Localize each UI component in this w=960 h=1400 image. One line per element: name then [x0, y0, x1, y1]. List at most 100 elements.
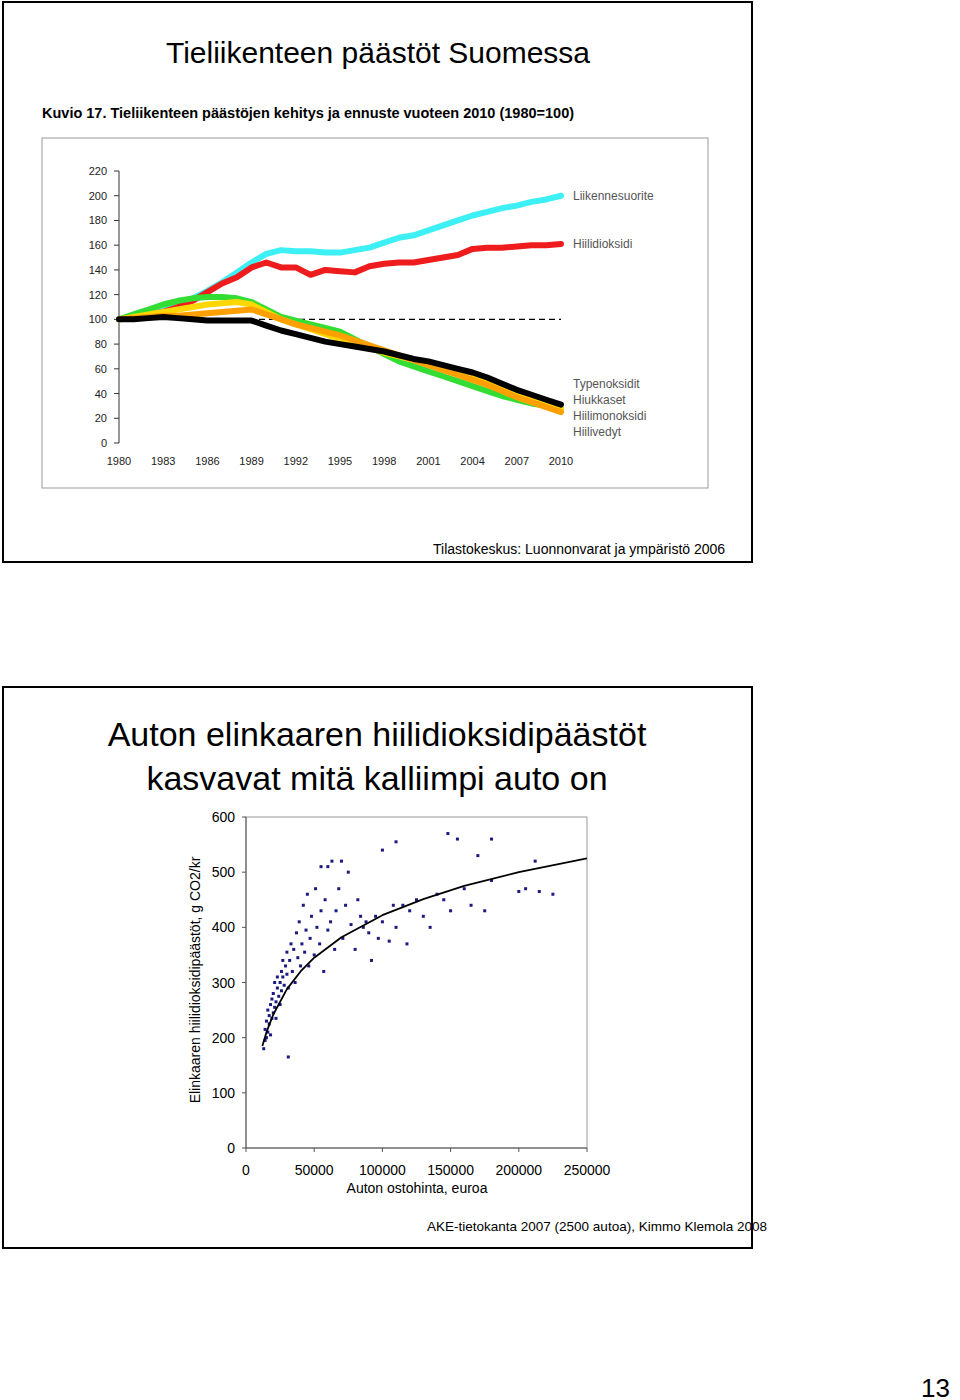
- x-tick-label: 2010: [549, 455, 573, 467]
- slide-frame: [3, 687, 752, 1248]
- point: [290, 942, 293, 945]
- series-line: [119, 317, 561, 405]
- point: [330, 860, 333, 863]
- point: [476, 854, 479, 857]
- y-tick-label: 160: [89, 239, 107, 251]
- y-tick: [242, 817, 246, 818]
- point: [269, 1033, 272, 1036]
- point: [381, 920, 384, 923]
- trend-line: [262, 858, 587, 1046]
- slide-frame: [3, 2, 752, 562]
- x-tick: [251, 443, 252, 446]
- slide-title: Tieliikenteen päästöt Suomessa: [166, 36, 590, 69]
- x-tick-label: 250000: [564, 1162, 611, 1178]
- y-tick-label: 120: [89, 289, 107, 301]
- slide-title: Auton elinkaaren hiilidioksidipäästöt: [108, 715, 647, 753]
- point: [305, 929, 308, 932]
- x-axis: [246, 1148, 587, 1149]
- x-tick-label: 1995: [328, 455, 352, 467]
- plot-frame: [246, 817, 587, 1148]
- point: [446, 832, 449, 835]
- point: [524, 887, 527, 890]
- x-tick: [472, 443, 473, 446]
- x-tick: [450, 1148, 451, 1152]
- point: [303, 951, 306, 954]
- point: [284, 964, 287, 967]
- x-tick-label: 50000: [295, 1162, 334, 1178]
- y-tick-label: 500: [212, 864, 236, 880]
- point: [309, 937, 312, 940]
- point: [318, 942, 321, 945]
- x-tick: [314, 1148, 315, 1152]
- point: [517, 890, 520, 893]
- point: [377, 937, 380, 940]
- point: [395, 840, 398, 843]
- point: [295, 931, 298, 934]
- x-tick-label: 1992: [284, 455, 308, 467]
- point: [292, 948, 295, 951]
- y-tick: [114, 220, 119, 221]
- x-tick: [428, 443, 429, 446]
- point: [395, 926, 398, 929]
- x-tick-label: 1986: [195, 455, 219, 467]
- x-tick-label: 100000: [359, 1162, 406, 1178]
- point: [272, 992, 275, 995]
- y-tick-label: 20: [95, 412, 107, 424]
- x-tick: [207, 443, 208, 446]
- point: [299, 964, 302, 967]
- point: [285, 951, 288, 954]
- y-tick-label: 140: [89, 264, 107, 276]
- point: [268, 1014, 271, 1017]
- y-tick-label: 60: [95, 363, 107, 375]
- legend-label: Hiilidioksidi: [573, 237, 632, 251]
- point: [322, 970, 325, 973]
- point: [320, 909, 323, 912]
- y-tick: [114, 171, 119, 172]
- y-tick-label: 100: [212, 1085, 236, 1101]
- point: [276, 987, 279, 990]
- point: [270, 998, 273, 1001]
- page: Tieliikenteen päästöt SuomessaKuvio 17. …: [0, 0, 960, 1400]
- point: [281, 959, 284, 962]
- x-tick: [246, 1148, 247, 1152]
- x-axis-title: Auton ostohinta, euroa: [347, 1180, 488, 1196]
- x-tick-label: 0: [242, 1162, 250, 1178]
- slide-title: kasvavat mitä kalliimpi auto on: [146, 759, 607, 797]
- point: [490, 838, 493, 841]
- y-tick-label: 200: [89, 190, 107, 202]
- y-axis-title: Elinkaaren hiilidioksidipäästöt, g CO2/k…: [187, 856, 203, 1103]
- point: [381, 849, 384, 852]
- y-tick: [242, 1092, 246, 1093]
- chart-line: Tieliikenteen päästöt SuomessaKuvio 17. …: [3, 2, 752, 562]
- point: [298, 920, 301, 923]
- point: [388, 940, 391, 943]
- series-line: [119, 302, 561, 408]
- point: [408, 909, 411, 912]
- point: [551, 893, 554, 896]
- point: [280, 989, 283, 992]
- point: [264, 1028, 267, 1031]
- point: [356, 898, 359, 901]
- point: [333, 948, 336, 951]
- point: [324, 898, 327, 901]
- y-tick: [114, 368, 119, 369]
- point: [335, 909, 338, 912]
- point: [280, 970, 283, 973]
- y-tick-label: 600: [212, 809, 236, 825]
- y-tick: [114, 418, 119, 419]
- x-tick-label: 200000: [495, 1162, 542, 1178]
- x-tick: [561, 443, 562, 446]
- y-tick: [242, 872, 246, 873]
- y-tick-label: 0: [227, 1140, 235, 1156]
- point: [306, 893, 309, 896]
- point: [449, 909, 452, 912]
- x-tick: [295, 443, 296, 446]
- y-tick-label: 200: [212, 1030, 236, 1046]
- point: [405, 942, 408, 945]
- y-tick: [242, 1148, 246, 1149]
- point: [273, 981, 276, 984]
- x-tick-label: 2007: [505, 455, 529, 467]
- point: [370, 959, 373, 962]
- point: [320, 865, 323, 868]
- point: [279, 981, 282, 984]
